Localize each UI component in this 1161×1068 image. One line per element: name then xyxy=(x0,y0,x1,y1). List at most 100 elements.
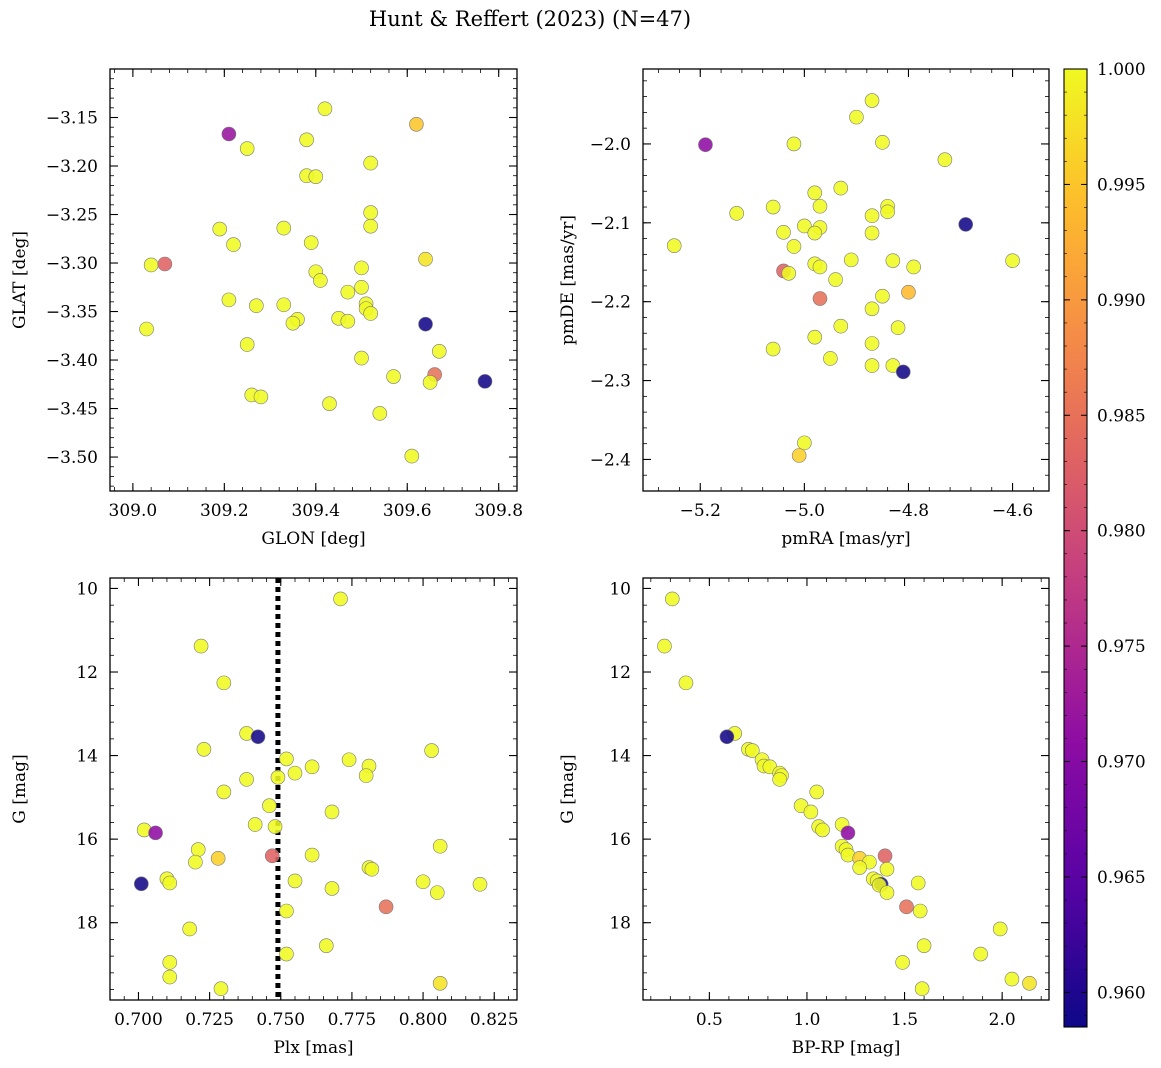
data-point xyxy=(354,260,369,276)
y-axis-label: GLAT [deg] xyxy=(10,231,30,329)
data-point xyxy=(698,137,713,153)
y-axis-label: G [mag] xyxy=(558,754,578,823)
data-point xyxy=(809,784,825,800)
data-point xyxy=(378,899,394,915)
data-point xyxy=(472,876,488,892)
data-point xyxy=(678,675,694,691)
colorbar-gradient xyxy=(1063,68,1088,1028)
data-point xyxy=(313,273,328,288)
x-tick-label: −5.0 xyxy=(784,501,825,521)
data-point xyxy=(815,822,830,838)
data-point xyxy=(270,770,286,785)
x-tick-label: 0.725 xyxy=(185,1010,234,1030)
data-point xyxy=(422,375,438,390)
data-point xyxy=(772,772,787,787)
colorbar-tick-label: 0.965 xyxy=(1097,868,1146,888)
data-point xyxy=(139,321,154,337)
y-tick-label: −2.0 xyxy=(590,135,631,155)
data-point xyxy=(937,152,953,168)
y-tick-label: −3.40 xyxy=(46,351,98,371)
data-point xyxy=(1022,975,1037,991)
data-point xyxy=(182,921,197,937)
data-point xyxy=(910,875,926,891)
x-tick-label: −4.8 xyxy=(888,501,929,521)
data-point xyxy=(188,854,203,870)
data-point xyxy=(791,448,807,463)
data-point xyxy=(247,817,263,832)
data-point xyxy=(875,288,890,304)
data-point xyxy=(193,638,209,654)
data-point xyxy=(432,975,448,991)
x-tick-label: 309.8 xyxy=(474,501,523,521)
data-point xyxy=(849,109,864,125)
y-tick-label: 14 xyxy=(76,747,98,767)
y-tick-label: −3.20 xyxy=(46,157,98,177)
data-point xyxy=(812,291,828,306)
data-point xyxy=(216,784,232,800)
data-point xyxy=(797,435,812,451)
axes-frame xyxy=(642,577,1050,1001)
data-point xyxy=(879,885,895,900)
data-point xyxy=(765,341,781,357)
y-tick-label: 18 xyxy=(609,914,631,934)
data-point xyxy=(914,981,930,997)
data-point xyxy=(276,297,292,313)
data-point xyxy=(895,955,910,970)
data-point xyxy=(807,329,823,345)
data-point xyxy=(262,798,277,814)
axes-frame xyxy=(109,577,518,1001)
y-tick-label: 16 xyxy=(609,830,631,850)
y-tick-label: −2.4 xyxy=(590,450,631,470)
data-point xyxy=(877,848,893,864)
x-tick-label: 0.775 xyxy=(328,1010,377,1030)
data-point xyxy=(424,743,439,758)
data-point xyxy=(341,752,357,768)
data-point xyxy=(843,252,859,268)
y-axis-label: pmDE [mas/yr] xyxy=(558,215,578,345)
data-point xyxy=(264,848,280,864)
x-tick-label: 309.2 xyxy=(200,501,249,521)
x-axis-label: GLON [deg] xyxy=(261,529,365,549)
x-tick-label: 0.800 xyxy=(399,1010,448,1030)
axes-frame xyxy=(642,68,1050,492)
y-tick-label: 14 xyxy=(609,747,631,767)
data-point xyxy=(221,292,237,308)
data-point xyxy=(279,751,294,767)
y-tick-label: −3.15 xyxy=(46,109,98,129)
y-tick-label: −3.45 xyxy=(46,400,98,420)
data-point xyxy=(864,93,880,108)
data-point xyxy=(340,284,356,300)
data-point xyxy=(875,135,890,150)
data-point xyxy=(1005,253,1020,268)
y-tick-label: 18 xyxy=(76,914,98,934)
data-point xyxy=(287,765,303,781)
data-point xyxy=(386,369,401,384)
data-point xyxy=(253,389,269,405)
data-point xyxy=(418,316,433,332)
data-point xyxy=(216,675,232,691)
data-point xyxy=(363,155,378,171)
data-point xyxy=(916,938,932,953)
data-point xyxy=(840,825,856,841)
data-point xyxy=(895,364,911,380)
data-point xyxy=(418,251,433,267)
x-tick-label: 0.5 xyxy=(696,1010,723,1030)
data-point xyxy=(303,235,319,250)
data-point xyxy=(249,298,264,314)
data-point xyxy=(864,336,880,351)
data-point xyxy=(324,881,340,896)
data-point xyxy=(477,374,493,389)
data-point xyxy=(279,946,294,962)
y-tick-label: 10 xyxy=(76,579,98,599)
data-point xyxy=(973,946,988,962)
data-point xyxy=(333,591,348,607)
data-point xyxy=(285,315,301,331)
data-point xyxy=(162,969,178,985)
data-point xyxy=(432,838,448,854)
data-point xyxy=(190,842,206,857)
data-point xyxy=(250,729,266,745)
data-point xyxy=(803,804,819,820)
data-point xyxy=(745,743,760,758)
data-point xyxy=(781,265,797,281)
data-point xyxy=(157,256,173,272)
